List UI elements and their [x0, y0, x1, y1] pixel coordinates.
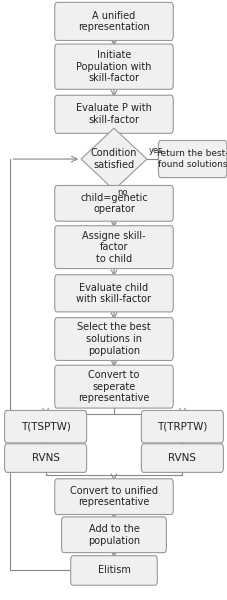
Polygon shape	[81, 128, 146, 190]
FancyBboxPatch shape	[70, 556, 157, 585]
Text: T(TRPTW): T(TRPTW)	[157, 422, 207, 431]
FancyBboxPatch shape	[54, 95, 173, 133]
FancyBboxPatch shape	[54, 365, 173, 408]
FancyBboxPatch shape	[54, 479, 173, 515]
Text: Convert to unified
representative: Convert to unified representative	[70, 486, 157, 508]
FancyBboxPatch shape	[54, 185, 173, 221]
Text: Evaluate P with
skill-factor: Evaluate P with skill-factor	[76, 103, 151, 125]
Text: A unified
representation: A unified representation	[78, 11, 149, 32]
Text: Condition
satisfied: Condition satisfied	[90, 148, 137, 170]
FancyBboxPatch shape	[54, 2, 173, 40]
Text: child=genetic
operator: child=genetic operator	[80, 193, 147, 214]
Text: return the best-
found solutions: return the best- found solutions	[156, 149, 227, 169]
FancyBboxPatch shape	[54, 317, 173, 361]
Text: yes: yes	[149, 146, 163, 155]
Text: Assigne skill-
factor
to child: Assigne skill- factor to child	[82, 230, 145, 264]
Text: Convert to
seperate
representative: Convert to seperate representative	[78, 370, 149, 403]
Text: Elitism: Elitism	[97, 565, 130, 575]
FancyBboxPatch shape	[61, 517, 166, 553]
FancyBboxPatch shape	[5, 444, 86, 472]
Text: Add to the
population: Add to the population	[88, 524, 139, 545]
FancyBboxPatch shape	[158, 140, 226, 178]
Text: Select the best
solutions in
population: Select the best solutions in population	[77, 322, 150, 356]
FancyBboxPatch shape	[54, 226, 173, 269]
Text: Initiate
Population with
skill-factor: Initiate Population with skill-factor	[76, 50, 151, 83]
FancyBboxPatch shape	[54, 275, 173, 312]
Text: no: no	[117, 188, 127, 197]
Text: T(TSPTW): T(TSPTW)	[21, 422, 70, 431]
FancyBboxPatch shape	[5, 410, 86, 443]
Text: RVNS: RVNS	[32, 453, 59, 463]
FancyBboxPatch shape	[141, 444, 222, 472]
FancyBboxPatch shape	[141, 410, 222, 443]
Text: RVNS: RVNS	[168, 453, 195, 463]
FancyBboxPatch shape	[54, 44, 173, 89]
Text: Evaluate child
with skill-factor: Evaluate child with skill-factor	[76, 283, 151, 304]
